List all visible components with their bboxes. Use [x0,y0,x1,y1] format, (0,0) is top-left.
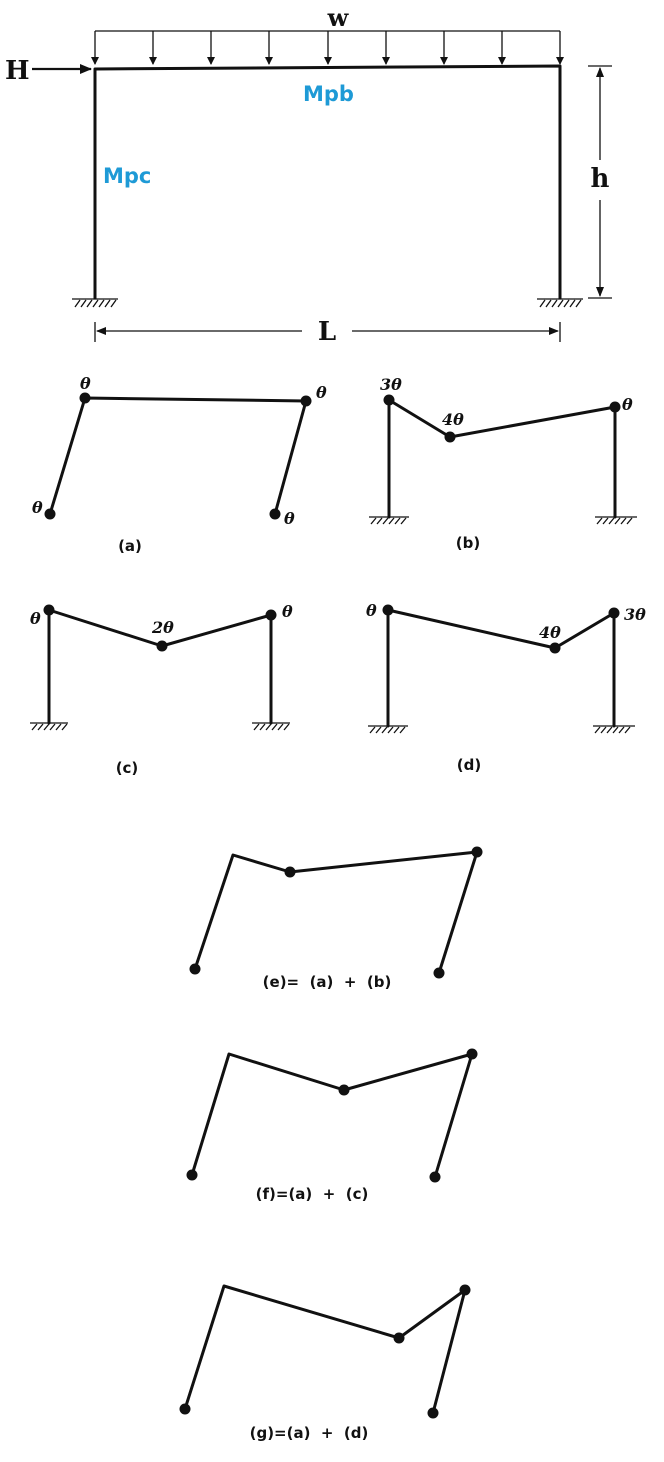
frame-members [93,64,562,300]
mechanism-b-caption: (b) [456,534,480,552]
hinge-rotation-label: 2θ [151,618,174,637]
hinge-rotation-label: 4θ [442,410,464,429]
height-dimension [588,65,612,299]
mechanism-e-sum-a-b: (e)= (a) + (b) [189,846,483,991]
mechanism-a-sway: θ θ θ θ (a) [32,374,327,555]
span-label: L [318,317,336,347]
hinge-rotation-label: θ [282,602,293,621]
fixed-support [30,722,68,731]
height-label: h [591,164,610,194]
fixed-support [593,725,635,734]
fixed-support [595,516,637,525]
hinge-rotation-label: θ [32,498,43,517]
right-fixed-support [537,298,583,308]
mechanism-e-caption: (e)= (a) + (b) [263,973,392,991]
mechanism-c-beam: θ 2θ θ (c) [30,602,293,777]
mechanism-f-caption: (f)=(a) + (c) [256,1185,369,1203]
mechanism-d-caption: (d) [457,756,481,774]
mechanism-g-sum-a-d: (g)=(a) + (d) [179,1284,471,1442]
udl-label: w [327,3,350,32]
mechanism-c-caption: (c) [116,759,139,777]
span-dimension [94,322,561,342]
hinge-rotation-label: θ [284,509,295,528]
hinge-rotation-label: θ [622,395,633,414]
mechanism-a-caption: (a) [118,537,142,555]
mechanism-b-combined-left: 3θ 4θ θ (b) [369,375,637,552]
mechanism-f-sum-a-c: (f)=(a) + (c) [186,1048,478,1203]
hinge-rotation-label: θ [30,609,41,628]
hinge-rotation-label: θ [80,374,91,393]
horizontal-load-label: H [5,56,30,86]
column-capacity-label: Mpc [103,164,151,188]
udl-arrows [91,31,564,65]
hinge-rotation-label: θ [366,601,377,620]
beam-capacity-label: Mpb [303,82,354,106]
fixed-support [369,516,409,525]
hinge-rotation-label: 3θ [380,375,402,394]
mechanism-d-combined-right: θ 4θ 3θ (d) [366,601,646,774]
portal-frame: w H Mpb Mpc h [5,3,612,347]
left-fixed-support [72,298,118,308]
hinge-rotation-label: 3θ [624,605,646,624]
hinge-rotation-label: 4θ [539,623,561,642]
mechanism-g-caption: (g)=(a) + (d) [250,1424,369,1442]
fixed-support [368,725,408,734]
fixed-support [252,722,290,731]
hinge-rotation-label: θ [316,383,327,402]
